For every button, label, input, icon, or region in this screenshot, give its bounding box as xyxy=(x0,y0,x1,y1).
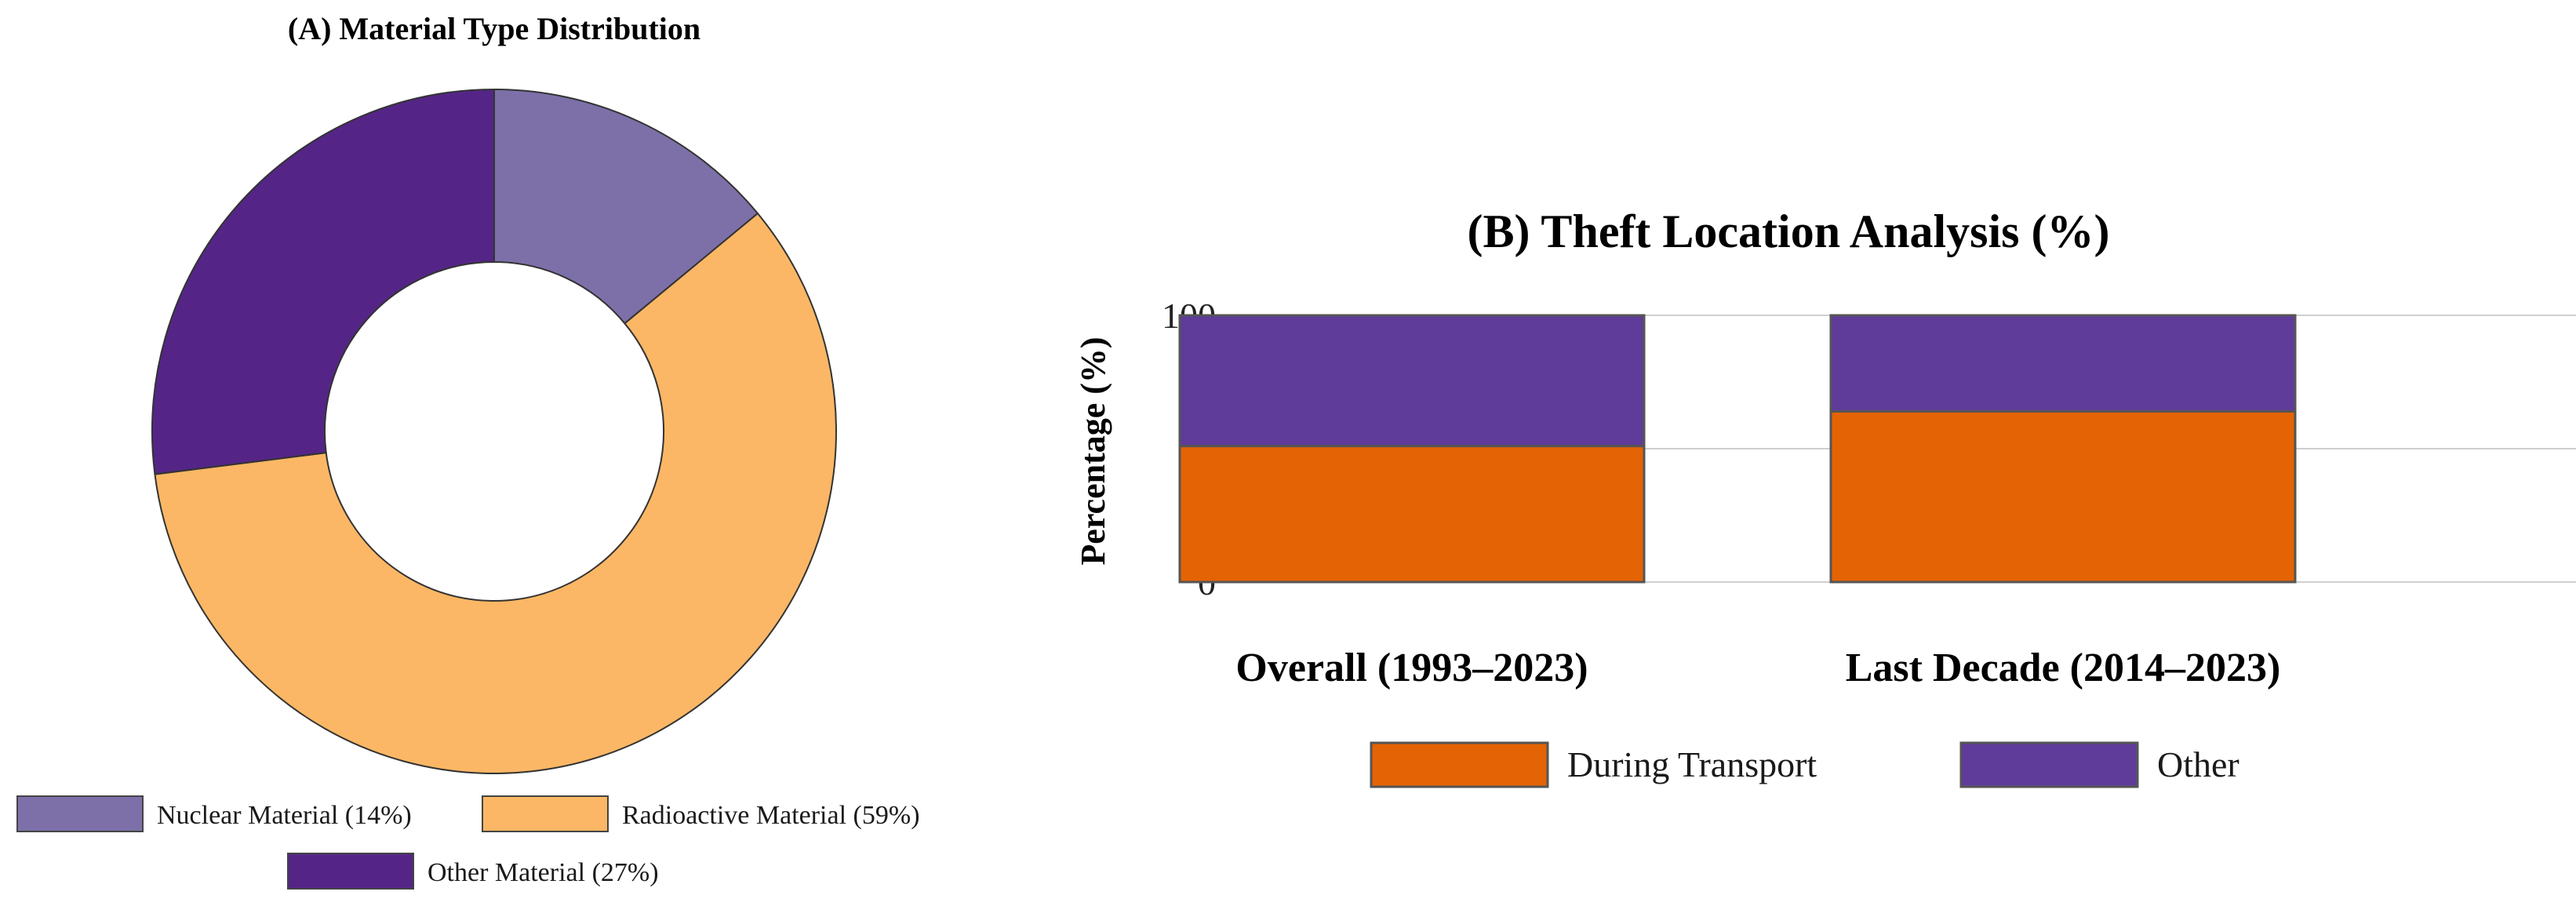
donut-legend-label-2: Other Material (27%) xyxy=(428,858,659,887)
donut-slice-0 xyxy=(493,88,759,325)
donut-legend-label-1: Radioactive Material (59%) xyxy=(622,801,920,830)
donut-legend-swatch-0 xyxy=(16,795,144,832)
bar-chart-title: (B) Theft Location Analysis (%) xyxy=(1468,206,2110,257)
bar-1-1 xyxy=(1829,314,2297,413)
donut-slice-2 xyxy=(151,88,495,475)
bar-legend: During Transport Other xyxy=(1370,741,2239,788)
x-category-label-1: Last Decade (2014–2023) xyxy=(1846,646,2281,690)
donut-chart-panel: (A) Material Type Distribution Nuclear M… xyxy=(16,11,920,890)
bar-legend-swatch-0 xyxy=(1370,741,1549,788)
bar-chart-panel: (B) Theft Location Analysis (%) Percenta… xyxy=(1074,206,2576,788)
x-category-labels: Overall (1993–2023) Last Decade (2014–202… xyxy=(1235,646,2280,690)
donut-legend-label-0: Nuclear Material (14%) xyxy=(157,801,412,830)
bar-0-1 xyxy=(1178,314,1646,448)
y-axis-label: Percentage (%) xyxy=(1074,337,1112,565)
donut-chart-title: (A) Material Type Distribution xyxy=(288,11,700,46)
donut-legend-swatch-1 xyxy=(482,795,609,832)
x-category-label-0: Overall (1993–2023) xyxy=(1235,646,1588,690)
donut-legend: Nuclear Material (14%) Radioactive Materi… xyxy=(16,795,920,890)
bar-legend-label-1: Other xyxy=(2157,744,2239,784)
bar-legend-label-0: During Transport xyxy=(1567,744,1817,784)
bar-1-0 xyxy=(1829,409,2297,584)
bar-legend-swatch-1 xyxy=(1959,741,2139,788)
bar-0-0 xyxy=(1178,445,1646,584)
donut-slices xyxy=(151,88,837,774)
donut-legend-swatch-2 xyxy=(287,853,414,890)
bar-series xyxy=(1178,314,2297,584)
donut-slice-1 xyxy=(154,212,837,774)
